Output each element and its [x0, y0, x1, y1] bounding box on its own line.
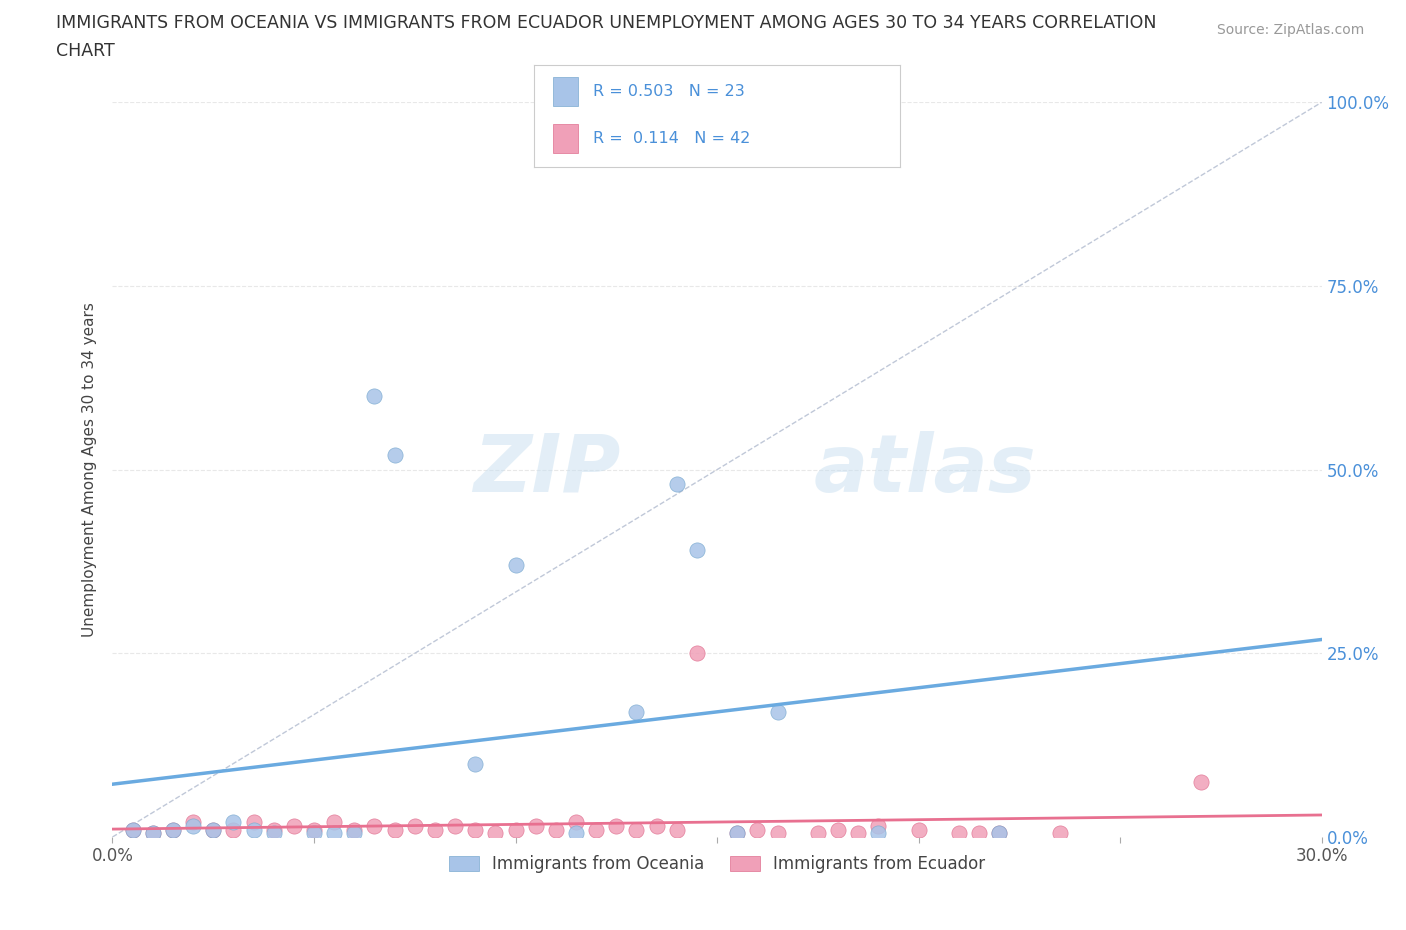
Point — [162, 822, 184, 837]
Point — [846, 826, 869, 841]
Point — [181, 815, 204, 830]
Point — [565, 815, 588, 830]
Point — [263, 826, 285, 841]
Point — [988, 826, 1011, 841]
Text: Source: ZipAtlas.com: Source: ZipAtlas.com — [1216, 23, 1364, 37]
Point — [302, 822, 325, 837]
Point — [242, 822, 264, 837]
Point — [404, 818, 426, 833]
Point — [464, 756, 486, 771]
Point — [948, 826, 970, 841]
Text: IMMIGRANTS FROM OCEANIA VS IMMIGRANTS FROM ECUADOR UNEMPLOYMENT AMONG AGES 30 TO: IMMIGRANTS FROM OCEANIA VS IMMIGRANTS FR… — [56, 14, 1157, 32]
Text: atlas: atlas — [814, 431, 1036, 509]
Point — [384, 822, 406, 837]
FancyBboxPatch shape — [553, 125, 578, 153]
Point — [283, 818, 305, 833]
Text: R =  0.114   N = 42: R = 0.114 N = 42 — [593, 131, 751, 146]
Point — [747, 822, 769, 837]
Point — [363, 389, 385, 404]
Point — [686, 646, 709, 661]
Point — [222, 815, 245, 830]
Point — [444, 818, 467, 833]
Point — [302, 826, 325, 841]
Point — [505, 558, 527, 573]
Point — [384, 447, 406, 462]
Point — [626, 822, 648, 837]
Point — [868, 826, 890, 841]
Point — [363, 818, 385, 833]
Point — [665, 477, 688, 492]
FancyBboxPatch shape — [553, 77, 578, 106]
Point — [505, 822, 527, 837]
Point — [121, 822, 143, 837]
Point — [665, 822, 688, 837]
Point — [242, 815, 264, 830]
Point — [967, 826, 990, 841]
Point — [725, 826, 748, 841]
Point — [162, 822, 184, 837]
Point — [907, 822, 929, 837]
Y-axis label: Unemployment Among Ages 30 to 34 years: Unemployment Among Ages 30 to 34 years — [82, 302, 97, 637]
Point — [524, 818, 547, 833]
Text: ZIP: ZIP — [472, 431, 620, 509]
Point — [827, 822, 849, 837]
Point — [1189, 775, 1212, 790]
Point — [725, 826, 748, 841]
Legend: Immigrants from Oceania, Immigrants from Ecuador: Immigrants from Oceania, Immigrants from… — [443, 849, 991, 880]
Point — [585, 822, 607, 837]
Point — [222, 822, 245, 837]
Point — [202, 822, 225, 837]
Point — [807, 826, 830, 841]
Text: R = 0.503   N = 23: R = 0.503 N = 23 — [593, 85, 745, 100]
Point — [323, 815, 346, 830]
Point — [323, 826, 346, 841]
Point — [988, 826, 1011, 841]
Point — [202, 822, 225, 837]
Text: CHART: CHART — [56, 42, 115, 60]
Point — [423, 822, 446, 837]
Point — [686, 543, 709, 558]
Point — [121, 822, 143, 837]
Point — [343, 822, 366, 837]
Point — [868, 818, 890, 833]
Point — [343, 826, 366, 841]
Point — [645, 818, 668, 833]
Point — [766, 705, 789, 720]
Point — [142, 826, 165, 841]
Point — [544, 822, 567, 837]
Point — [565, 826, 588, 841]
Point — [484, 826, 506, 841]
Point — [181, 818, 204, 833]
Point — [142, 826, 165, 841]
Point — [626, 705, 648, 720]
Point — [766, 826, 789, 841]
Point — [263, 822, 285, 837]
Point — [464, 822, 486, 837]
Point — [1049, 826, 1071, 841]
Point — [605, 818, 627, 833]
